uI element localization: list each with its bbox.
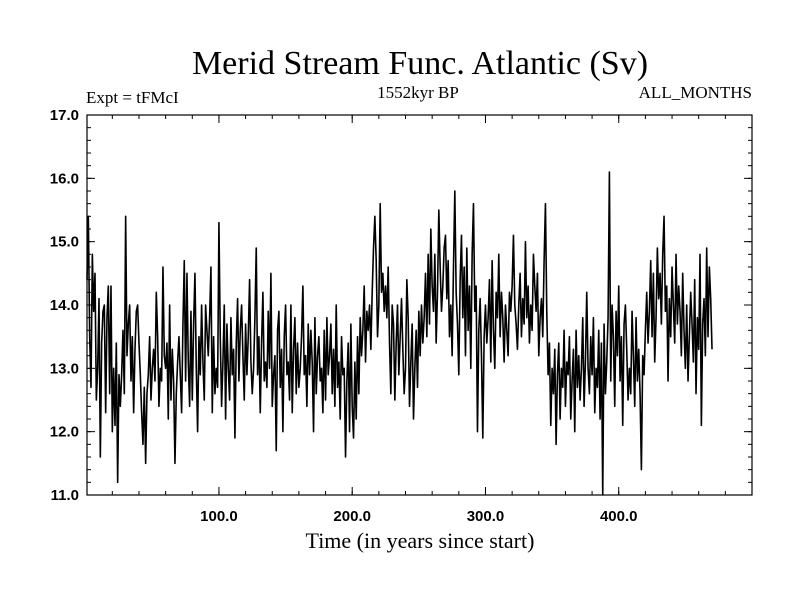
period-label: 1552kyr BP <box>377 83 459 102</box>
y-tick-label: 14.0 <box>50 297 79 314</box>
y-tick-label: 17.0 <box>50 107 79 124</box>
x-axis-label: Time (in years since start) <box>306 528 535 553</box>
axis-tick-labels: 11.0 12.0 13.0 14.0 15.0 16.0 17.0 100.0 200.0 30… <box>50 107 638 525</box>
y-tick-label: 13.0 <box>50 360 79 377</box>
x-tick-label: 400.0 <box>600 508 638 525</box>
y-tick-label: 12.0 <box>50 424 79 441</box>
plot-area-frame <box>86 114 753 496</box>
y-tick-label: 11.0 <box>51 487 79 504</box>
series-line <box>86 171 713 496</box>
x-tick-label: 200.0 <box>333 508 371 525</box>
chart-title: Merid Stream Func. Atlantic (Sv) <box>192 45 648 82</box>
y-tick-label: 15.0 <box>50 234 79 251</box>
x-tick-label: 300.0 <box>467 508 505 525</box>
y-tick-label: 16.0 <box>50 170 79 187</box>
experiment-label: Expt = tFMcI <box>86 88 179 107</box>
x-tick-label: 100.0 <box>200 508 238 525</box>
months-label: ALL_MONTHS <box>639 83 752 102</box>
